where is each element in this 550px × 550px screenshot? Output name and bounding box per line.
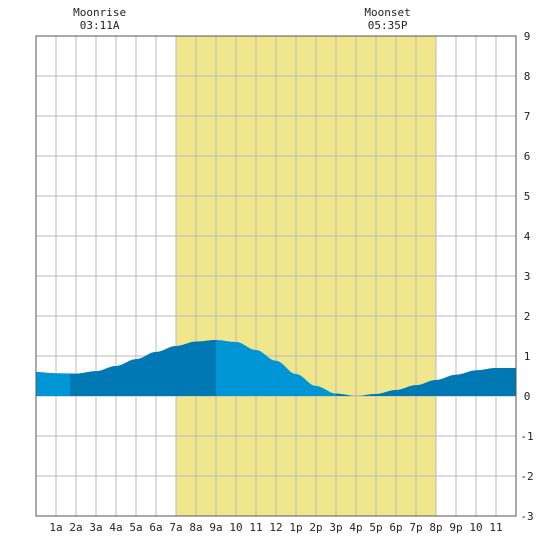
x-tick-label: 2a [69, 521, 82, 534]
plot-border [35, 35, 517, 517]
x-tick-label: 8p [429, 521, 442, 534]
x-tick-label: 11 [489, 521, 502, 534]
y-tick-label: 3 [524, 270, 531, 283]
x-tick-label: 1p [289, 521, 302, 534]
y-tick-label: -1 [520, 430, 533, 443]
x-tick-label: 11 [249, 521, 262, 534]
x-tick-label: 3p [329, 521, 342, 534]
tide-area-dark [70, 340, 216, 396]
x-tick-label: 5p [369, 521, 382, 534]
x-tick-label: 6a [149, 521, 162, 534]
x-tick-label: 1a [49, 521, 62, 534]
moonrise-time: 03:11A [80, 19, 120, 32]
y-tick-label: 2 [524, 310, 531, 323]
x-tick-label: 4p [349, 521, 362, 534]
x-tick-label: 4a [109, 521, 122, 534]
x-tick-label: 9p [449, 521, 462, 534]
x-axis-ticks: 1a 2a 3a 4a 5a 6a 7a 8a 9a 10 11 12 1p 2p 3p 4p 5p 6p 7p 8p… [49, 521, 502, 534]
y-tick-label: 5 [524, 190, 531, 203]
moonrise-label: Moonrise [73, 6, 126, 19]
y-tick-label: 1 [524, 350, 531, 363]
y-tick-label: 6 [524, 150, 531, 163]
tide-area [36, 340, 516, 396]
x-tick-label: 2p [309, 521, 322, 534]
x-tick-label: 7p [409, 521, 422, 534]
y-tick-label: 0 [524, 390, 531, 403]
y-tick-label: -2 [520, 470, 533, 483]
y-axis-ticks: -3 -2 -1 0 1 2 3 4 5 6 7 8 9 [520, 30, 533, 523]
x-tick-label: 10 [229, 521, 242, 534]
x-tick-label: 3a [89, 521, 102, 534]
y-tick-label: 9 [524, 30, 531, 43]
moonset-time: 05:35P [368, 19, 408, 32]
x-tick-label: 7a [169, 521, 182, 534]
y-tick-label: 4 [524, 230, 531, 243]
x-tick-label: 9a [209, 521, 222, 534]
moonset-label: Moonset [364, 6, 410, 19]
x-tick-label: 6p [389, 521, 402, 534]
x-tick-label: 12 [269, 521, 282, 534]
grid-lines [36, 36, 516, 516]
y-tick-label: 7 [524, 110, 531, 123]
y-tick-label: 8 [524, 70, 531, 83]
x-tick-label: 8a [189, 521, 202, 534]
x-tick-label: 10 [469, 521, 482, 534]
y-tick-label: -3 [520, 510, 533, 523]
tide-area-dark [336, 368, 516, 396]
x-tick-label: 5a [129, 521, 142, 534]
